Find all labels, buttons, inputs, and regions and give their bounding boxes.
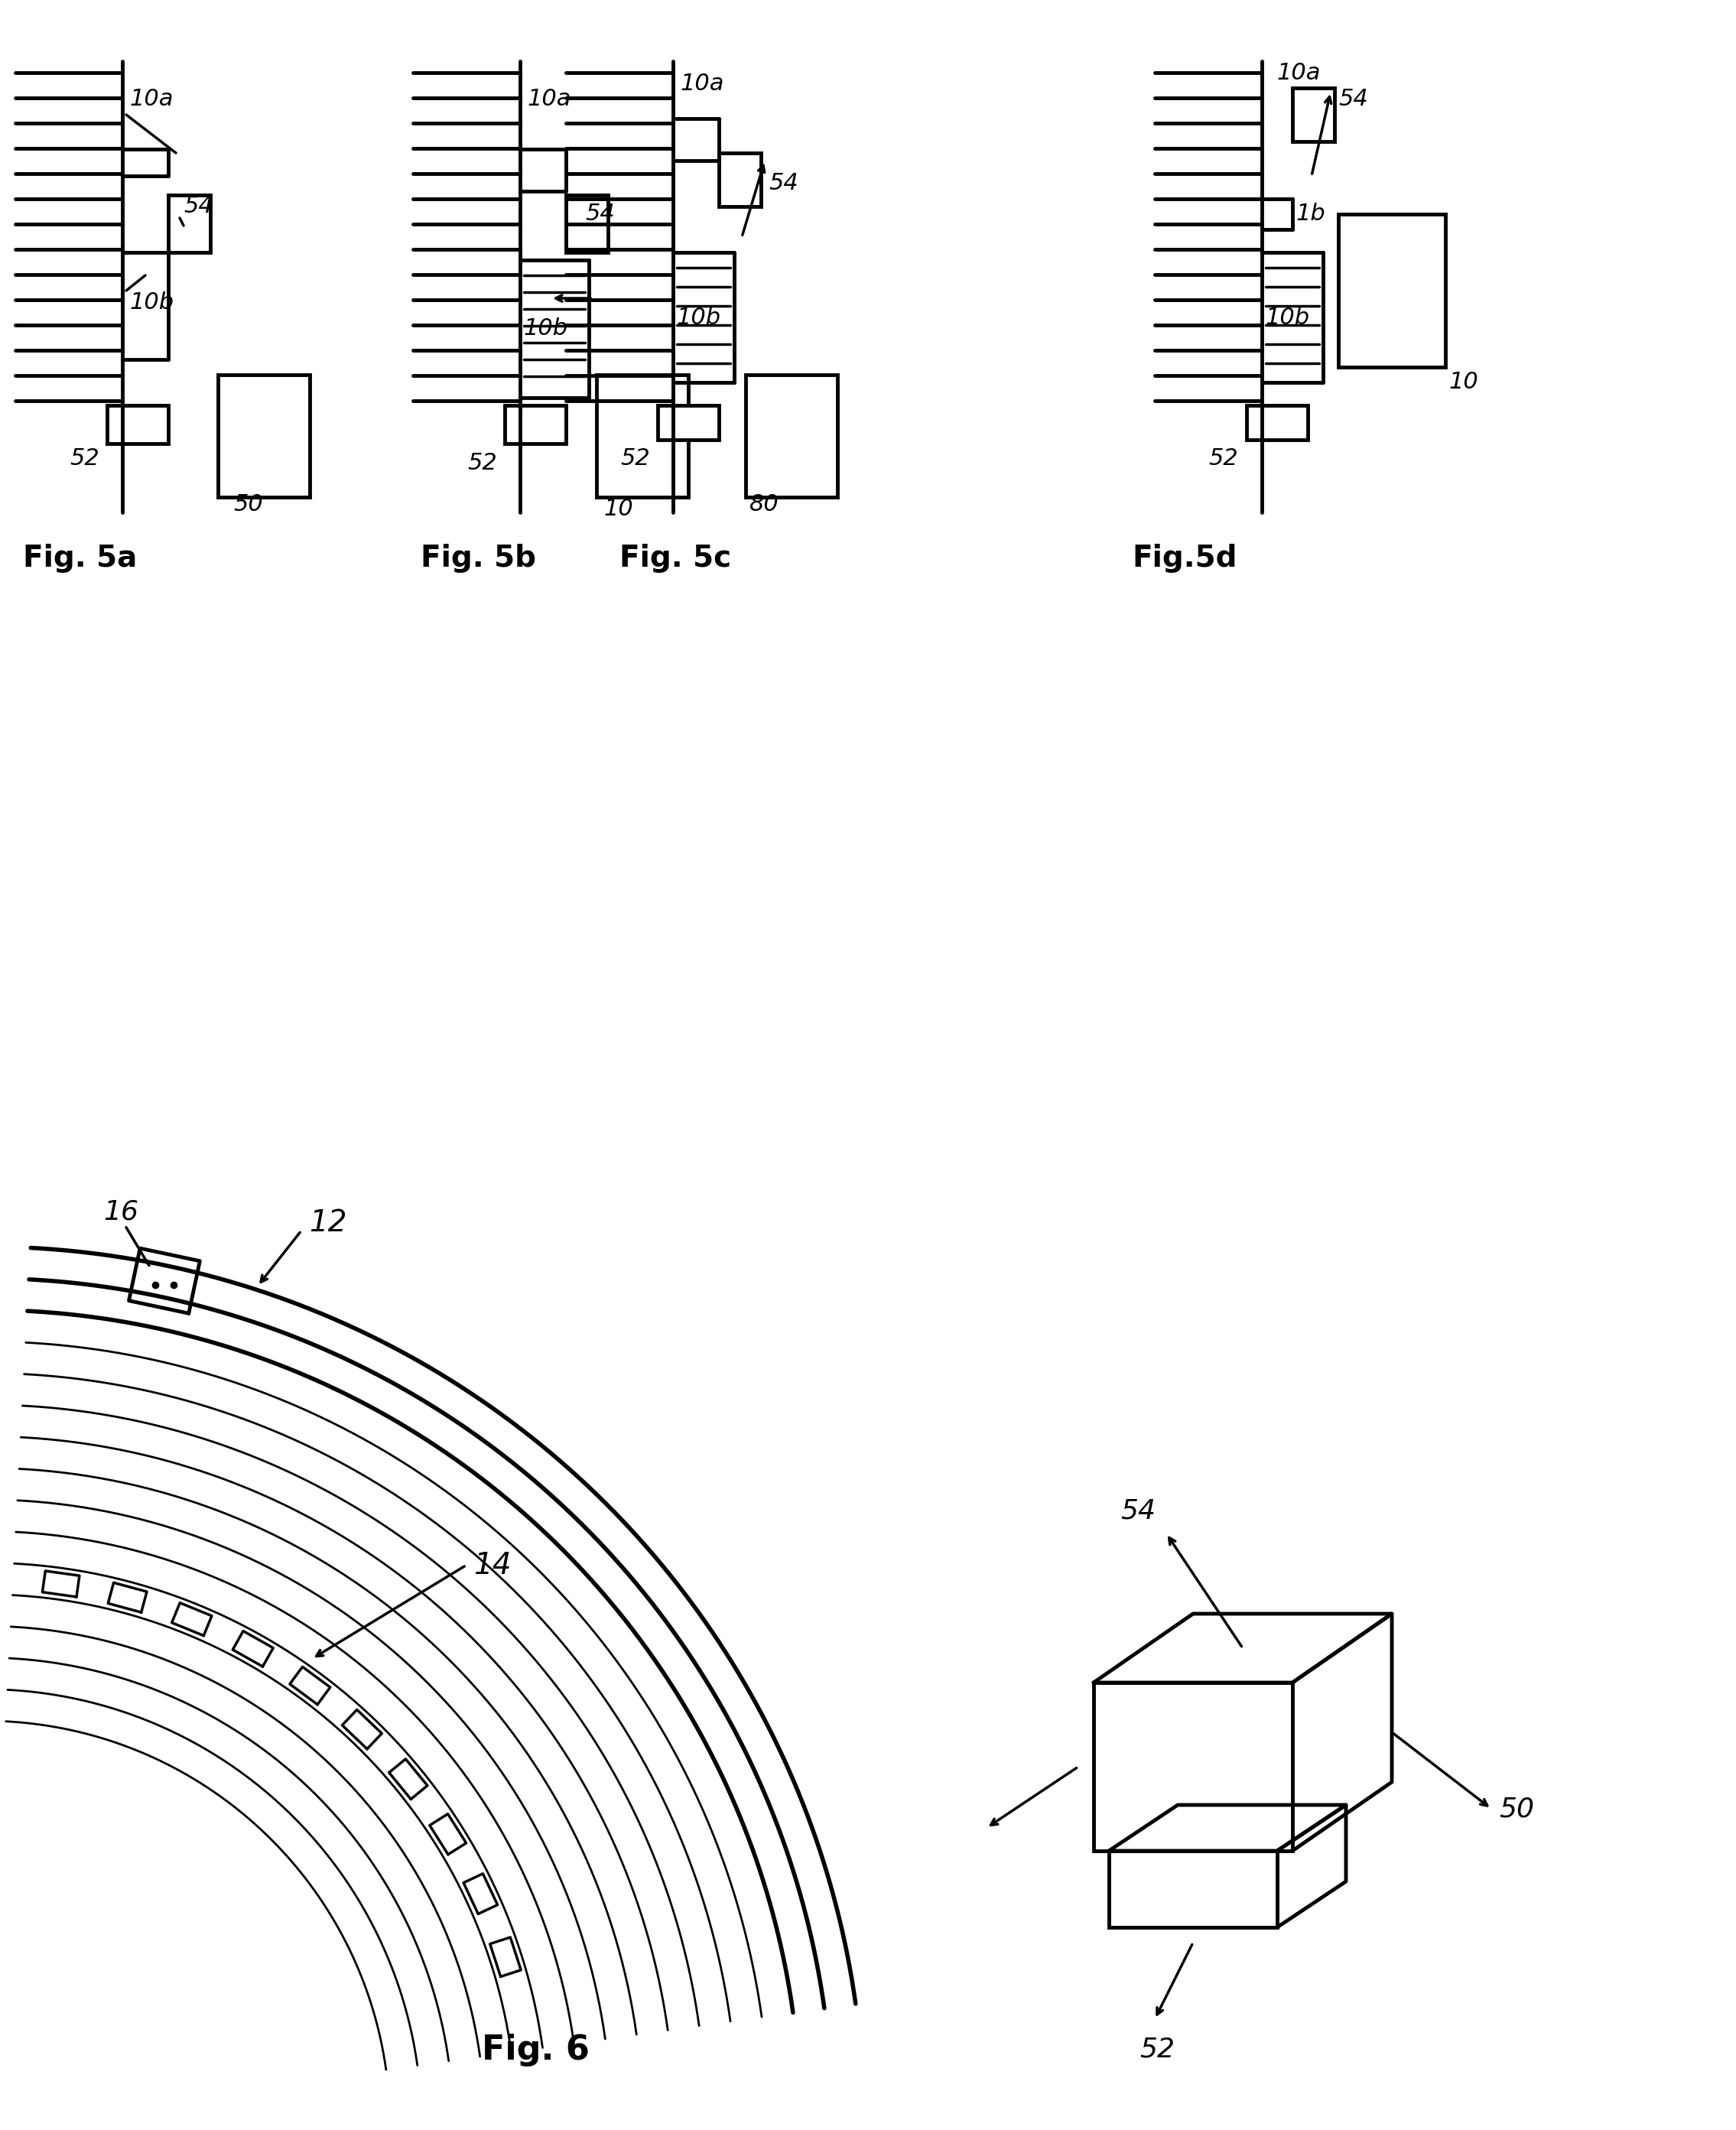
- Text: 54: 54: [769, 173, 799, 194]
- Bar: [1292, 87, 1335, 141]
- Text: 10a: 10a: [528, 87, 571, 111]
- Text: 10a: 10a: [1278, 62, 1321, 83]
- Text: 52: 52: [620, 447, 649, 471]
- Text: 16: 16: [102, 1199, 139, 1225]
- Bar: [746, 375, 837, 496]
- Text: 52: 52: [69, 447, 99, 471]
- Text: 52: 52: [467, 452, 496, 473]
- Text: Fig. 5a: Fig. 5a: [23, 543, 137, 573]
- Text: Fig. 6: Fig. 6: [483, 2034, 590, 2066]
- Bar: [505, 405, 566, 443]
- Text: 80: 80: [750, 494, 779, 515]
- Text: 50: 50: [233, 494, 262, 515]
- Text: 52: 52: [1208, 447, 1238, 471]
- Text: 52: 52: [1139, 2036, 1175, 2062]
- Text: 10b: 10b: [524, 317, 568, 341]
- Text: 12: 12: [309, 1208, 347, 1238]
- Text: Fig.5d: Fig.5d: [1132, 543, 1238, 573]
- Bar: [1246, 405, 1307, 439]
- Text: 10b: 10b: [130, 292, 174, 313]
- Text: 54: 54: [585, 202, 615, 226]
- Text: Fig. 5c: Fig. 5c: [620, 543, 731, 573]
- Bar: [1109, 1851, 1278, 1928]
- Bar: [168, 196, 210, 251]
- Bar: [1094, 1683, 1292, 1851]
- Bar: [1338, 215, 1446, 366]
- Bar: [658, 405, 719, 439]
- Text: 10b: 10b: [1266, 307, 1311, 328]
- Bar: [719, 153, 760, 207]
- Bar: [566, 196, 608, 251]
- Text: 14: 14: [474, 1551, 512, 1580]
- Text: 10: 10: [1450, 371, 1479, 394]
- Text: 10a: 10a: [681, 72, 724, 96]
- Text: 10: 10: [604, 498, 634, 520]
- Text: 10b: 10b: [677, 307, 720, 328]
- Text: 1b: 1b: [1297, 202, 1326, 226]
- Text: Fig. 5b: Fig. 5b: [420, 543, 536, 573]
- Text: 50: 50: [1498, 1796, 1535, 1821]
- Bar: [597, 375, 687, 496]
- Text: 54: 54: [184, 196, 214, 217]
- Text: 54: 54: [1120, 1497, 1156, 1523]
- Bar: [219, 375, 309, 496]
- Text: 54: 54: [1338, 87, 1368, 111]
- Text: 10a: 10a: [130, 87, 174, 111]
- Bar: [108, 405, 168, 443]
